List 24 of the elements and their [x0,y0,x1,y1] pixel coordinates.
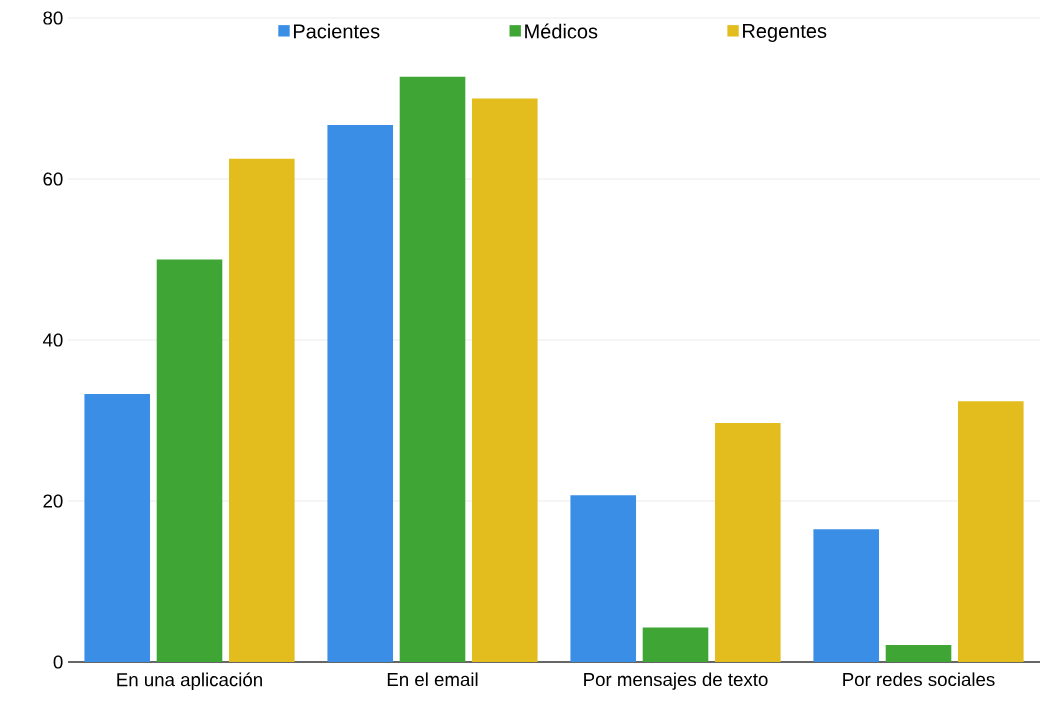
bar [399,76,466,662]
legend-label: Pacientes [293,23,380,39]
bar [228,158,295,662]
bar [471,98,538,662]
bar [327,125,394,662]
bar [957,401,1024,662]
bar [714,422,781,662]
bar [84,393,151,662]
y-tick-label: 80 [43,11,63,25]
bar [570,495,637,662]
legend-label: Médicos [525,23,598,39]
bar [642,627,709,662]
bar [813,529,880,662]
x-tick-label: Por mensajes de texto [584,672,768,690]
y-tick-label: 20 [43,494,63,508]
x-tick-label: En una aplicación [117,672,262,691]
y-tick-label: 40 [42,333,63,347]
y-tick-label: 60 [43,172,63,186]
x-tick-label: En el email [387,672,478,687]
bar [885,645,952,662]
y-tick-label: 0 [53,655,63,669]
x-tick-label: Por redes sociales [843,672,995,687]
legend-label: Regentes [743,24,827,42]
bar [156,259,223,662]
